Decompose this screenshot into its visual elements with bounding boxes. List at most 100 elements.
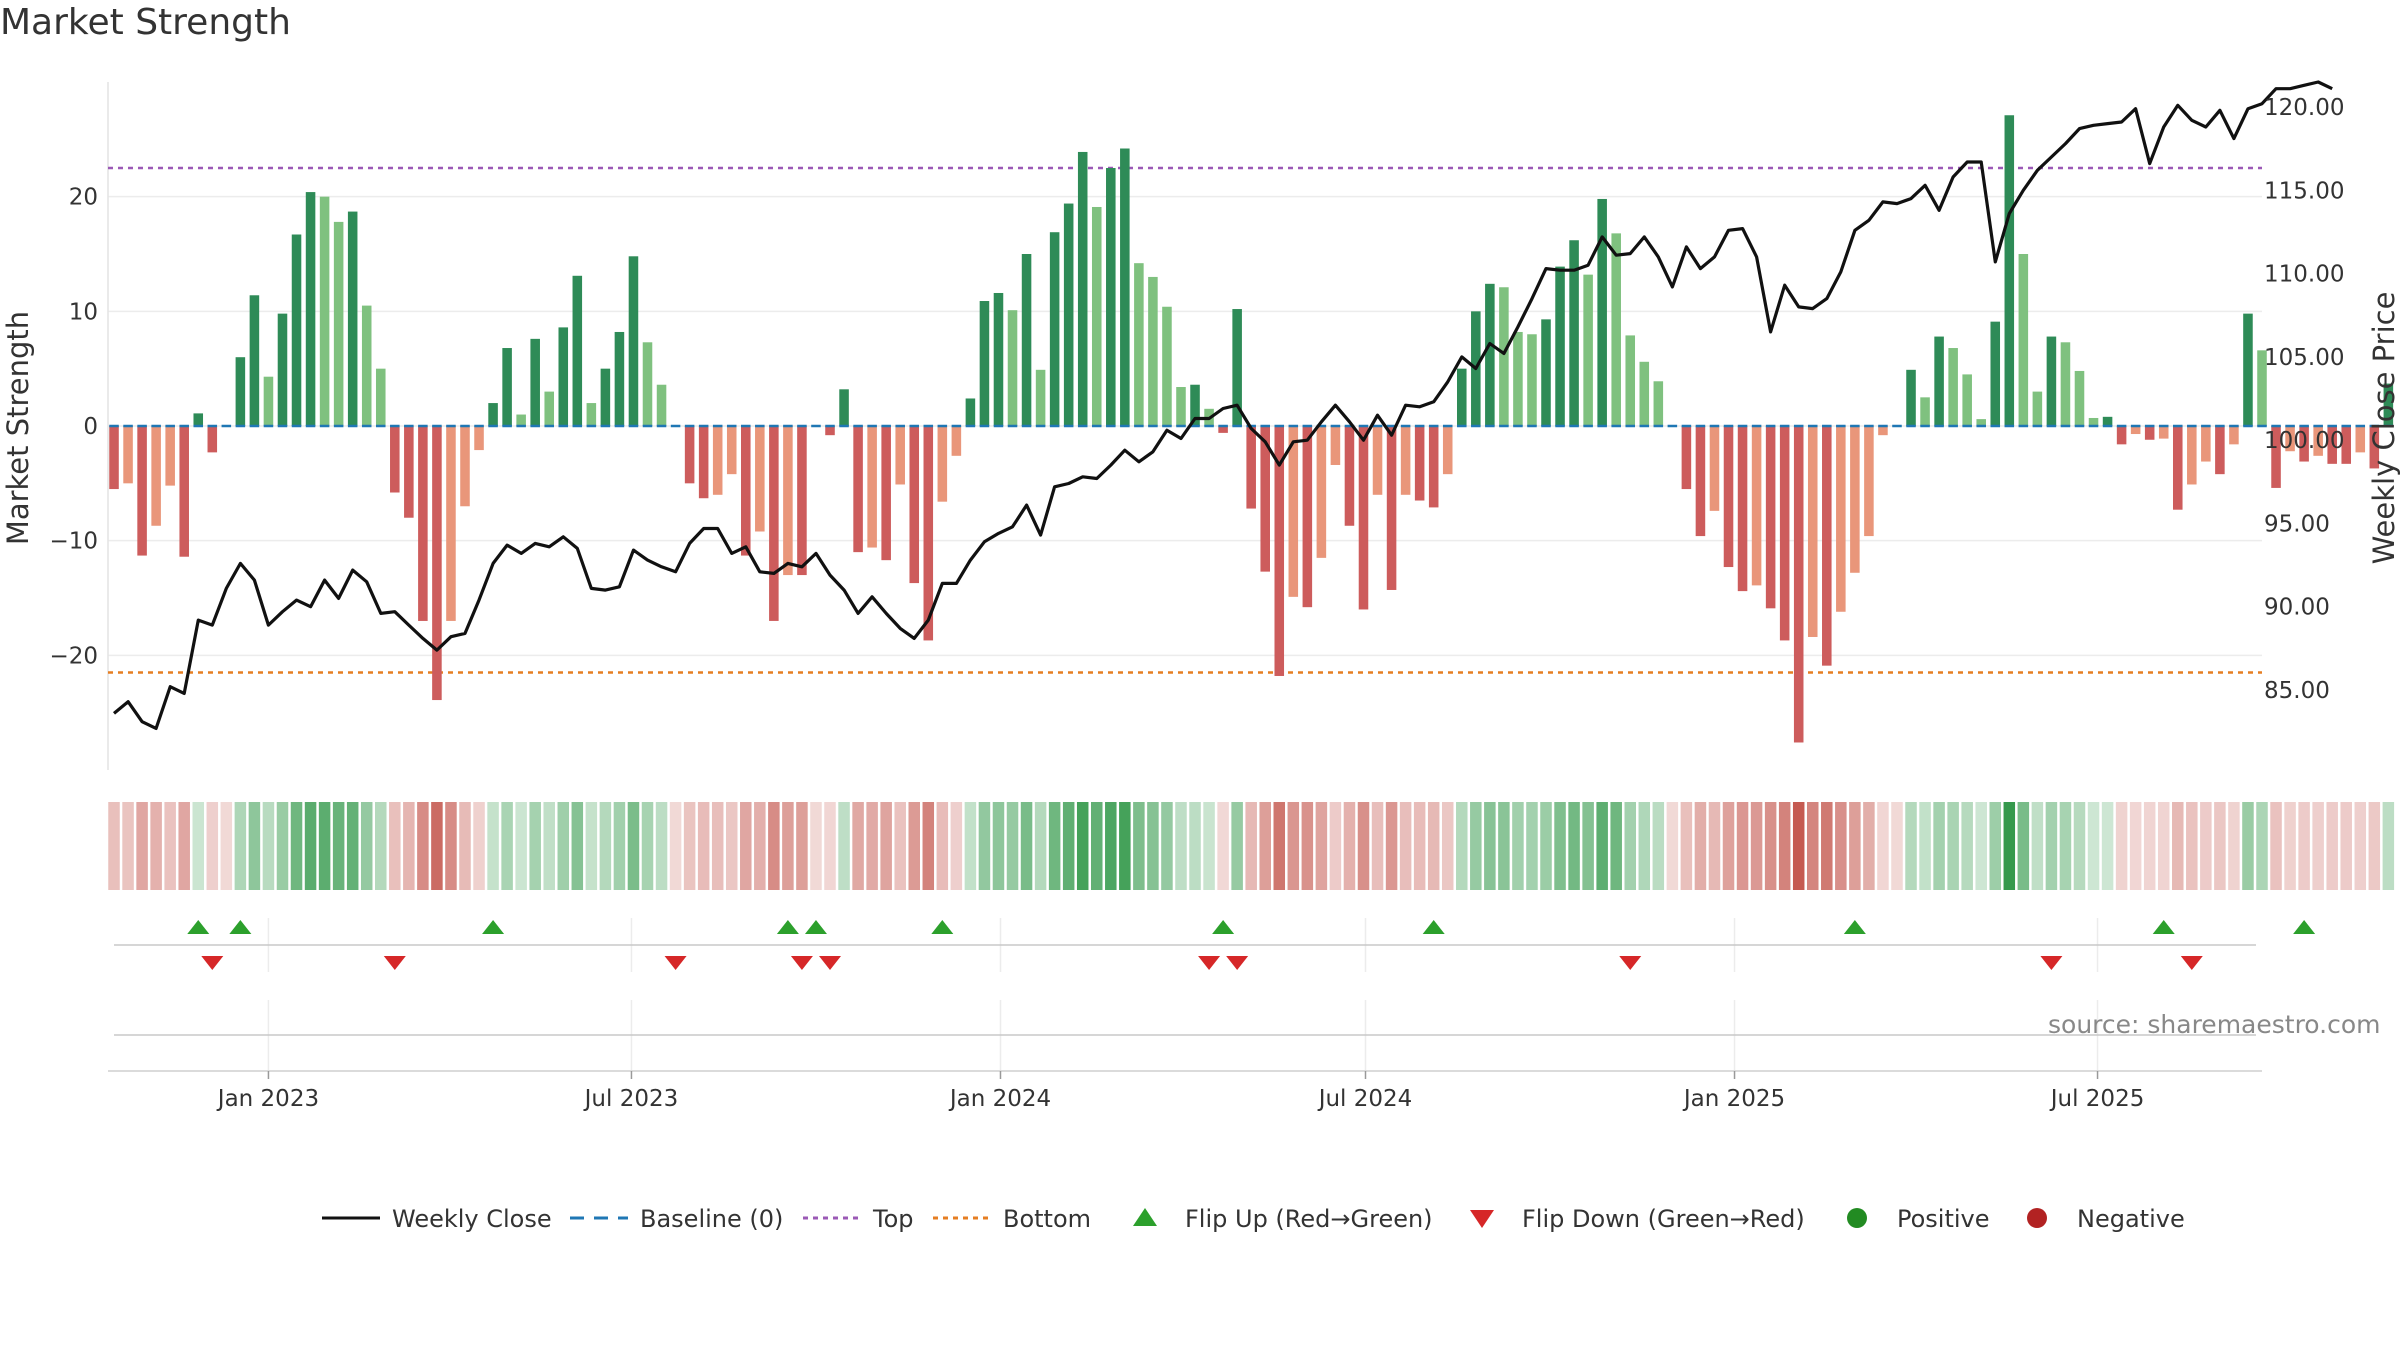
- heat-cell: [1849, 802, 1861, 890]
- strength-bars: [109, 115, 2394, 743]
- strength-bar: [797, 426, 807, 576]
- heat-cell: [1062, 802, 1075, 890]
- heatstrip: [108, 802, 2395, 890]
- strength-bar: [881, 426, 891, 561]
- strength-bar: [1456, 368, 1467, 426]
- heat-cell: [1189, 802, 1201, 890]
- strength-bar: [993, 292, 1004, 426]
- heat-cell: [332, 802, 345, 890]
- strength-bar: [1850, 426, 1860, 573]
- strength-bar: [600, 368, 611, 426]
- heat-cell: [1231, 802, 1243, 890]
- legend-label: Flip Up (Red→Green): [1185, 1205, 1433, 1233]
- flip-up-marker: [2293, 920, 2316, 934]
- heat-cell: [1526, 802, 1538, 890]
- strength-bar: [656, 384, 667, 426]
- strength-bar: [1485, 283, 1495, 426]
- flip-up-marker: [482, 920, 505, 934]
- heat-cell: [2242, 802, 2254, 890]
- heat-cell: [1301, 802, 1314, 890]
- strength-bar: [642, 342, 653, 426]
- legend-swatch: [1847, 1208, 1867, 1228]
- strength-bar: [1990, 321, 2001, 426]
- strength-bar: [432, 426, 442, 701]
- strength-bar: [628, 256, 639, 426]
- heat-cell: [1399, 802, 1412, 890]
- heat-cell: [613, 802, 626, 890]
- heat-cell: [866, 802, 878, 890]
- strength-bar: [390, 426, 400, 493]
- strength-bar: [502, 348, 512, 426]
- strength-bar: [1190, 384, 1200, 426]
- strength-bar: [1723, 426, 1734, 568]
- strength-bar: [333, 221, 344, 426]
- strength-bar: [375, 368, 386, 426]
- strength-bar: [2032, 391, 2043, 426]
- heat-cell: [768, 802, 780, 890]
- heat-cell: [234, 802, 247, 890]
- strength-bar: [1035, 369, 1046, 426]
- heat-cell: [2228, 802, 2240, 890]
- strength-bar: [235, 357, 246, 426]
- heat-cell: [1470, 802, 1482, 890]
- strength-bar: [2102, 416, 2113, 426]
- strength-bar: [1232, 309, 1242, 426]
- legend-label: Positive: [1897, 1205, 1990, 1233]
- strength-bar: [1709, 426, 1720, 511]
- flip-up-marker: [1422, 920, 1445, 934]
- strength-bar: [2018, 254, 2029, 426]
- flip-up-marker: [1212, 920, 1235, 934]
- heat-cell: [1722, 802, 1735, 890]
- heat-cell: [725, 802, 738, 890]
- heat-cell: [880, 802, 892, 890]
- strength-bar: [291, 234, 302, 426]
- strength-bar: [2060, 342, 2071, 426]
- strength-bar: [783, 426, 793, 576]
- heat-cell: [1835, 802, 1847, 890]
- strength-bar: [1948, 348, 1958, 426]
- strength-bar: [1639, 361, 1650, 426]
- strength-bar: [1920, 397, 1930, 426]
- strength-bar: [1906, 369, 1916, 426]
- strength-bar: [2144, 426, 2155, 440]
- heat-cell: [1750, 802, 1763, 890]
- heat-cell: [1371, 802, 1384, 890]
- heat-cell: [473, 802, 485, 890]
- heat-cell: [754, 802, 766, 890]
- heat-cell: [2003, 802, 2016, 890]
- heat-cell: [936, 802, 949, 890]
- strength-bar: [614, 331, 625, 426]
- strength-bar: [2355, 426, 2366, 453]
- heat-cell: [1961, 802, 1973, 890]
- strength-bar: [1274, 426, 1285, 676]
- strength-bar: [1695, 426, 1706, 537]
- strength-bar: [123, 426, 133, 484]
- heat-cell: [2340, 802, 2352, 890]
- heat-cell: [2073, 802, 2086, 890]
- x-tick-label: Jul 2025: [2049, 1086, 2145, 1112]
- x-tick-label: Jan 2023: [216, 1086, 319, 1112]
- heat-cell: [2256, 802, 2268, 890]
- strength-bar: [1316, 426, 1327, 558]
- strength-bar: [2201, 426, 2211, 462]
- strength-bar: [2369, 426, 2380, 469]
- strength-bar: [572, 275, 583, 426]
- heat-cell: [2354, 802, 2367, 890]
- strength-bar: [2313, 426, 2323, 456]
- strength-bar: [1021, 254, 1032, 426]
- flip-up-marker: [2152, 920, 2175, 934]
- heat-cell: [122, 802, 134, 890]
- flip-down-marker: [664, 956, 687, 970]
- heat-cell: [1385, 802, 1398, 890]
- strength-bar: [1386, 426, 1397, 590]
- strength-bar: [1836, 426, 1846, 612]
- heat-cell: [1989, 802, 2002, 890]
- heat-cell: [304, 802, 317, 890]
- heat-cell: [711, 802, 724, 890]
- strength-bar: [1527, 334, 1537, 426]
- heat-cell: [1905, 802, 1917, 890]
- heat-cell: [1498, 802, 1510, 890]
- heat-cell: [220, 802, 233, 890]
- heat-cell: [403, 802, 415, 890]
- right-tick-label: 95.00: [2264, 511, 2330, 537]
